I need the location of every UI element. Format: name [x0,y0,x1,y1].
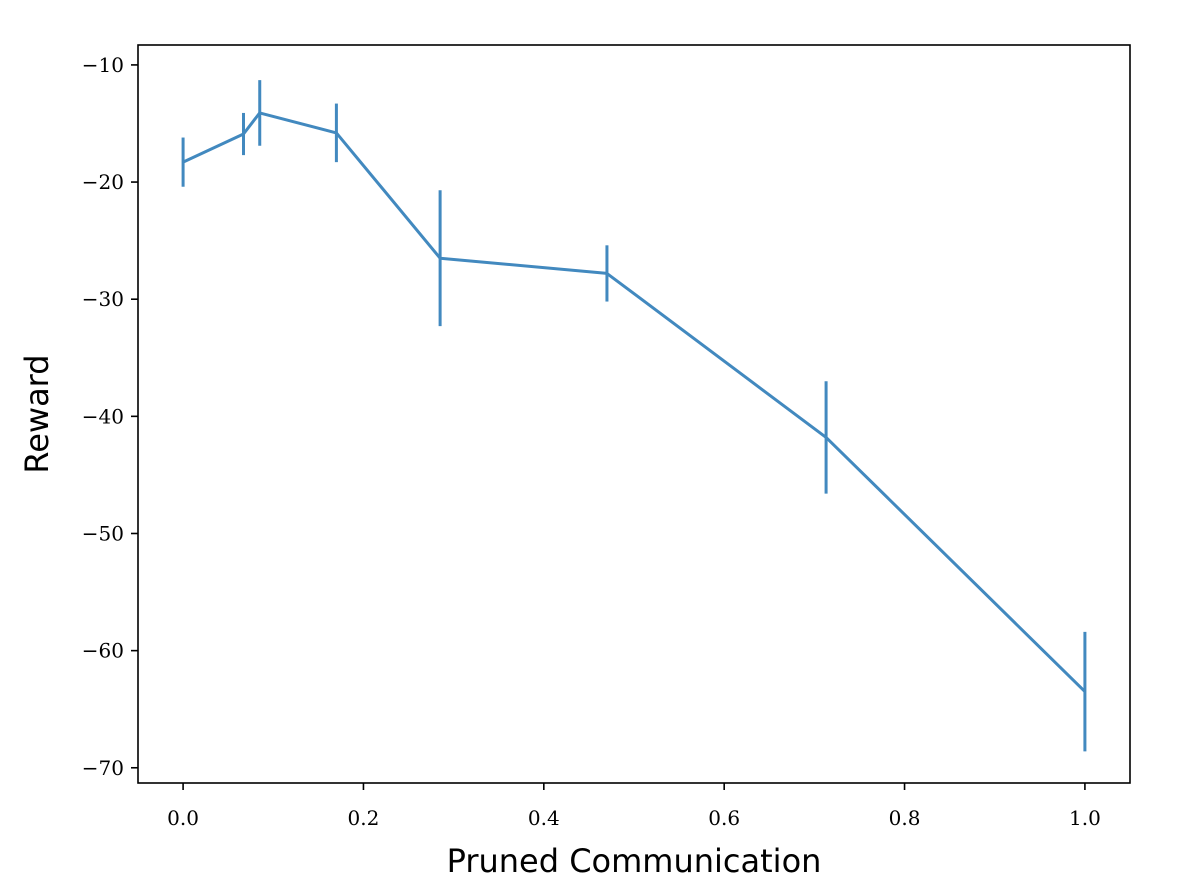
series-layer [181,80,1087,752]
x-tick-label: 0.2 [348,806,380,830]
y-tick-label: −20 [82,170,124,194]
x-tick-label: 0.4 [528,806,560,830]
y-axis: −10 −20 −30 −40 −50 −60 −70 [82,53,138,780]
y-tick-label: −50 [82,521,124,545]
plot-frame [137,44,1131,784]
series-line [182,111,1086,693]
y-tick-label: −10 [82,53,124,77]
y-tick-label: −30 [82,287,124,311]
x-axis-title: Pruned Communication [447,842,822,880]
y-tick-label: −40 [82,404,124,428]
x-axis: 0.0 0.2 0.4 0.6 0.8 1.0 [167,783,1101,830]
y-tick-label: −70 [82,756,124,780]
y-tick-label: −60 [82,639,124,663]
x-tick-label: 0.8 [889,806,921,830]
x-tick-label: 1.0 [1069,806,1101,830]
y-axis-title: Reward [18,354,56,473]
x-tick-label: 0.6 [708,806,740,830]
x-tick-label: 0.0 [167,806,199,830]
